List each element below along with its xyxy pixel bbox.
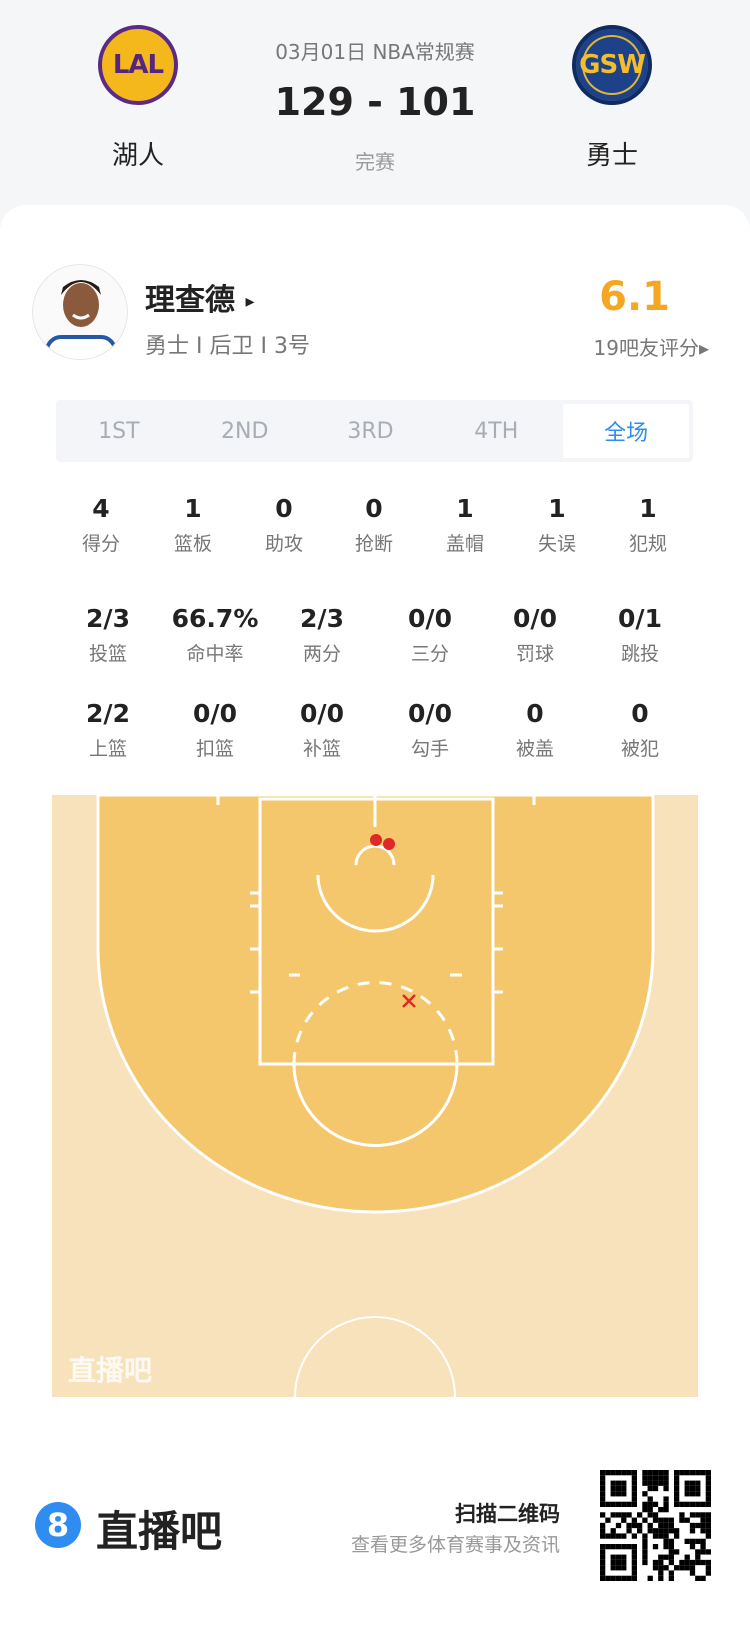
player-avatar[interactable]: [32, 264, 128, 360]
tab-1st[interactable]: 1ST: [98, 418, 140, 444]
stat-label: 补篮: [302, 738, 342, 760]
stat-item: 0 被盖: [516, 699, 554, 761]
court-lines: [216, 795, 536, 1397]
player-arrow-icon: ▸: [245, 291, 255, 312]
player-rating: 6.1: [599, 274, 670, 320]
match-date-league: 03月01日 NBA常规赛: [275, 40, 475, 64]
stat-label: 上篮: [88, 738, 128, 760]
stat-label: 投篮: [88, 643, 128, 665]
player-photo-icon: [45, 280, 117, 359]
brand-logo-icon: 8: [35, 1502, 81, 1548]
brand-name: 直播吧: [96, 1507, 223, 1556]
stat-item: 2/3 两分: [300, 604, 344, 666]
stat-value: 0/0: [408, 604, 452, 633]
stat-label: 助攻: [264, 533, 304, 555]
stat-label: 勾手: [410, 738, 450, 760]
stat-label: 罚球: [515, 643, 555, 665]
scan-subtitle: 查看更多体育赛事及资讯: [350, 1534, 560, 1556]
player-name[interactable]: 理查德 ▸: [145, 275, 255, 319]
made-shot-marker: [370, 834, 382, 846]
three-point-line: [96, 795, 655, 1214]
stat-item: 1 盖帽: [446, 494, 484, 556]
stat-value: 66.7%: [171, 604, 259, 633]
stat-item: 0/1 跳投: [618, 604, 662, 666]
stat-label: 盖帽: [445, 533, 485, 555]
stat-value: 0/1: [618, 604, 662, 633]
stat-item: 0 助攻: [265, 494, 303, 556]
stat-label: 跳投: [620, 643, 660, 665]
stat-item: 1 犯规: [629, 494, 667, 556]
stat-item: 1 失误: [538, 494, 576, 556]
stat-item: 2/3 投篮: [86, 604, 130, 666]
stat-item: 0 被犯: [621, 699, 659, 761]
missed-shot-marker: [402, 994, 416, 1008]
stat-label: 抢断: [354, 533, 394, 555]
stat-label: 命中率: [186, 643, 244, 665]
tab-2nd[interactable]: 2ND: [220, 418, 269, 444]
rating-link[interactable]: 19吧友评分▸: [593, 336, 710, 360]
stat-label: 得分: [81, 533, 121, 555]
lakers-logo-text: LAL: [112, 50, 164, 80]
stat-value: 0/0: [513, 604, 557, 633]
stat-value: 0/0: [408, 699, 452, 728]
stat-value: 0: [275, 494, 293, 523]
stat-item: 0/0 补篮: [300, 699, 344, 761]
court-watermark: 直播吧: [68, 1354, 152, 1387]
stat-value: 0/0: [300, 699, 344, 728]
stat-label: 被犯: [620, 738, 660, 760]
stat-label: 两分: [302, 643, 342, 665]
shots-layer: [370, 834, 416, 1008]
stat-item: 0/0 勾手: [408, 699, 452, 761]
stat-value: 2/3: [86, 604, 130, 633]
stat-label: 失误: [537, 533, 577, 555]
stat-label: 扣篮: [195, 738, 235, 760]
stat-value: 1: [639, 494, 657, 523]
stat-label: 犯规: [628, 533, 668, 555]
stat-item: 4 得分: [82, 494, 120, 556]
match-status: 完赛: [355, 150, 395, 174]
stat-value: 0: [526, 699, 544, 728]
warriors-logo[interactable]: GSW: [572, 25, 652, 105]
scan-title: 扫描二维码: [455, 1502, 560, 1526]
qr-code[interactable]: [600, 1470, 711, 1581]
stat-value: 1: [548, 494, 566, 523]
stat-value: 0/0: [193, 699, 237, 728]
away-team-name[interactable]: 勇士: [585, 141, 639, 171]
stat-item: 0/0 罚球: [513, 604, 557, 666]
shot-chart-court: 直播吧: [52, 795, 698, 1397]
stat-item: 2/2 上篮: [86, 699, 130, 761]
stat-label: 篮板: [173, 533, 213, 555]
stat-item: 0 抢断: [355, 494, 393, 556]
stat-value: 1: [184, 494, 202, 523]
stat-item: 66.7% 命中率: [172, 604, 259, 666]
home-team-name[interactable]: 湖人: [111, 141, 165, 171]
stat-item: 1 篮板: [174, 494, 212, 556]
stat-value: 1: [456, 494, 474, 523]
tab-4th[interactable]: 4TH: [474, 418, 519, 444]
period-tabs: 1ST 2ND 3RD 4TH 全场: [56, 400, 693, 462]
player-name-text: 理查德: [145, 283, 235, 318]
stat-item: 0/0 扣篮: [193, 699, 237, 761]
stat-label: 被盖: [515, 738, 555, 760]
tab-3rd[interactable]: 3RD: [347, 418, 394, 444]
stat-item: 0/0 三分: [408, 604, 452, 666]
player-info: 勇士 I 后卫 I 3号: [145, 334, 310, 359]
stat-value: 4: [92, 494, 110, 523]
made-shot-marker: [383, 838, 395, 850]
stat-label: 三分: [410, 643, 450, 665]
warriors-logo-text: GSW: [579, 50, 646, 80]
stat-value: 2/3: [300, 604, 344, 633]
lakers-logo[interactable]: LAL: [98, 25, 178, 105]
stat-value: 2/2: [86, 699, 130, 728]
stat-value: 0: [365, 494, 383, 523]
tab-full-game[interactable]: 全场: [563, 404, 689, 458]
stat-value: 0: [631, 699, 649, 728]
match-score: 129 - 101: [274, 80, 476, 124]
